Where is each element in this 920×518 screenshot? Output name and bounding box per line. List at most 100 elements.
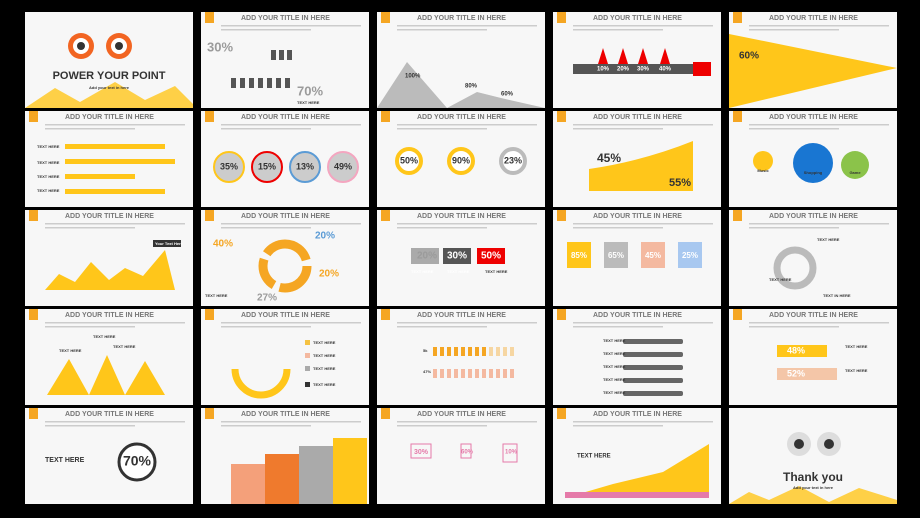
- slide: ADD YOUR TITLE IN HERE 30% 70% TEXT HERE: [201, 12, 369, 108]
- person: [482, 347, 486, 356]
- slide: ADD YOUR TITLE IN HERE 60%: [729, 12, 897, 108]
- slide-title: ADD YOUR TITLE IN HERE: [65, 312, 154, 319]
- person: [267, 78, 272, 88]
- label: TEXT HERE: [577, 454, 611, 460]
- label: 52%: [787, 368, 805, 378]
- body-line: [749, 29, 839, 31]
- body-line: [221, 25, 361, 27]
- title-tag: [733, 12, 742, 23]
- body-line: [397, 223, 537, 225]
- label: 70%: [123, 453, 152, 469]
- body-line: [45, 322, 185, 324]
- person: [496, 369, 500, 378]
- title-tag: [381, 12, 390, 23]
- area: [565, 444, 709, 498]
- body-line: [221, 124, 361, 126]
- slide-title: ADD YOUR TITLE IN HERE: [65, 213, 154, 220]
- person: [279, 50, 284, 60]
- slide-title: POWER YOUR POINT: [53, 70, 166, 82]
- label: TEXT HERE: [37, 160, 60, 165]
- slide: ADD YOUR TITLE IN HERE Your Text Here: [25, 210, 193, 306]
- title-tag: [557, 12, 566, 23]
- body-line: [397, 128, 487, 130]
- body-line: [221, 29, 311, 31]
- body-line: [749, 326, 839, 328]
- label: 100%: [405, 74, 421, 80]
- arc: [231, 368, 291, 399]
- title-tag: [205, 210, 214, 221]
- body-line: [749, 124, 889, 126]
- body-line: [45, 124, 185, 126]
- tag: [567, 242, 591, 268]
- body-line: [573, 124, 713, 126]
- slide-title: ADD YOUR TITLE IN HERE: [241, 213, 330, 220]
- label: 50%: [400, 155, 418, 165]
- title-tag: [381, 309, 390, 320]
- person: [489, 369, 493, 378]
- pie: [213, 151, 245, 183]
- person: [433, 369, 437, 378]
- area: [589, 141, 693, 191]
- label: Game: [849, 170, 861, 175]
- body-line: [221, 322, 361, 324]
- slide: ADD YOUR TITLE IN HERE 35% 15% 13% 49%: [201, 111, 369, 207]
- person: [276, 78, 281, 88]
- bar: [65, 159, 175, 164]
- body-line: [221, 227, 311, 229]
- label: TEXT HERE: [313, 382, 336, 387]
- body-line: [45, 223, 185, 225]
- slide-title: ADD YOUR TITLE IN HERE: [593, 411, 682, 418]
- slide-subtitle: Add your text in here: [89, 85, 130, 90]
- slide: ADD YOUR TITLE IN HERE 45% 55%: [553, 111, 721, 207]
- slide-title: ADD YOUR TITLE IN HERE: [769, 213, 858, 220]
- pie: [841, 151, 869, 179]
- person: [440, 369, 444, 378]
- slide: ADD YOUR TITLE IN HERE 85% 65% 45% 25%: [553, 210, 721, 306]
- bar: [65, 189, 165, 194]
- slide: ADD YOUR TITLE IN HERE TEXT HERE 70%: [25, 408, 193, 504]
- person: [503, 347, 507, 356]
- bar: [777, 345, 827, 357]
- spike: [638, 48, 648, 64]
- slide-title: ADD YOUR TITLE IN HERE: [769, 114, 858, 121]
- label: 60%: [501, 92, 514, 98]
- person: [454, 369, 458, 378]
- person: [496, 347, 500, 356]
- title-tag: [29, 111, 38, 122]
- label: 30%: [637, 67, 650, 73]
- label: TEXT HERE: [205, 293, 228, 298]
- slide-bg: [201, 309, 369, 405]
- swatch: [305, 382, 310, 387]
- bar: [623, 365, 683, 370]
- title-tag: [29, 210, 38, 221]
- person: [461, 369, 465, 378]
- slide: ADD YOUR TITLE IN HERE 10% 20% 30% 40%: [553, 12, 721, 108]
- pupil: [824, 439, 834, 449]
- cycle: [773, 246, 817, 290]
- slide: ADD YOUR TITLE IN HERE TEXT HERE TEXT HERE…: [25, 309, 193, 405]
- person: [440, 347, 444, 356]
- person: [468, 347, 472, 356]
- slide-bg: [201, 12, 369, 108]
- peaks: [47, 355, 165, 395]
- body-line: [397, 124, 537, 126]
- slide-bg: [25, 408, 193, 504]
- body-line: [749, 25, 889, 27]
- body-line: [397, 322, 537, 324]
- title-tag: [205, 309, 214, 320]
- person: [258, 78, 263, 88]
- body-line: [573, 223, 713, 225]
- body-line: [45, 227, 135, 229]
- title-tag: [557, 309, 566, 320]
- body-line: [573, 425, 663, 427]
- body-line: [749, 223, 889, 225]
- title-tag: [381, 408, 390, 419]
- arrow: [443, 248, 471, 264]
- label: TEXT HERE: [45, 457, 85, 464]
- label: TEXT HERE: [313, 366, 336, 371]
- title-tag: [381, 111, 390, 122]
- label: 50%: [481, 251, 501, 262]
- label: 55%: [669, 177, 691, 189]
- label: 20%: [617, 67, 630, 73]
- person: [240, 78, 245, 88]
